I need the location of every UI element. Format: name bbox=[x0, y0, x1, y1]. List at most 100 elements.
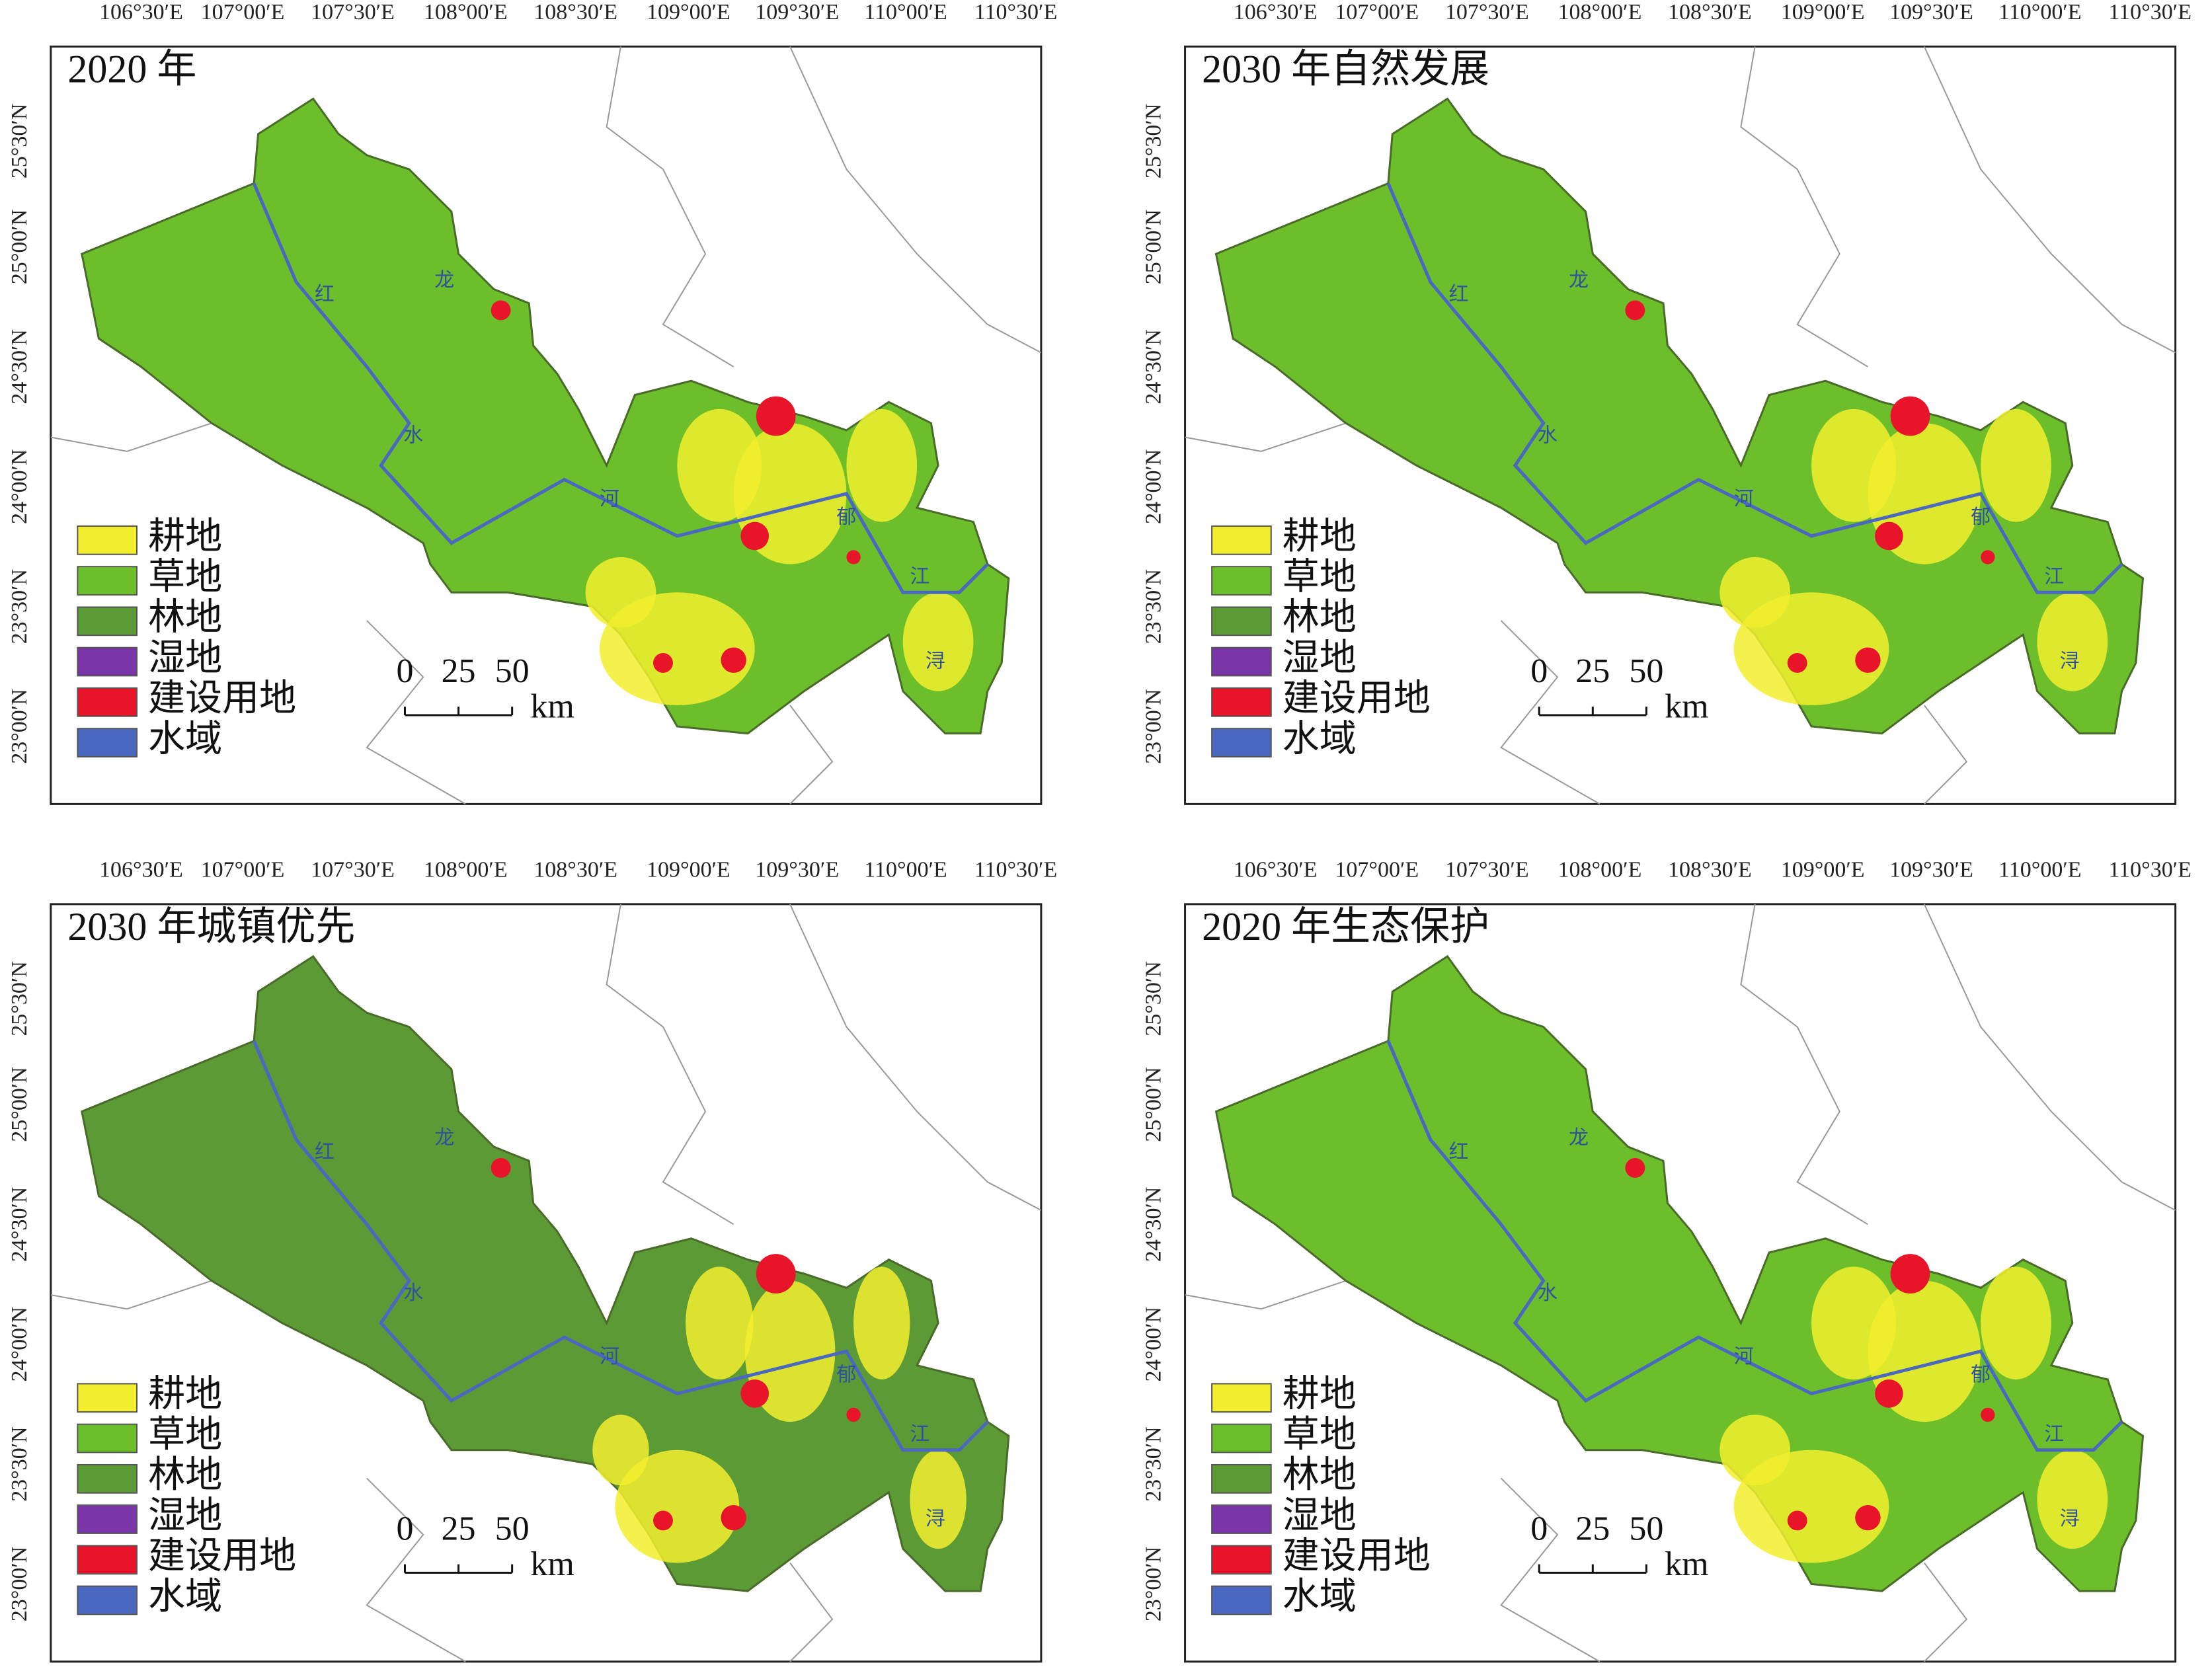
scale-unit: km bbox=[530, 687, 574, 725]
river-label: 水 bbox=[403, 1282, 423, 1304]
built-up-patch bbox=[756, 396, 796, 436]
x-axis-label: 107°30′E bbox=[311, 0, 395, 24]
x-axis-label: 110°30′E bbox=[974, 0, 1058, 24]
built-up-patch bbox=[740, 1379, 770, 1408]
x-axis-label: 110°30′E bbox=[2108, 858, 2192, 882]
river-label: 浔 bbox=[2060, 650, 2080, 672]
river-label: 江 bbox=[910, 1423, 929, 1445]
admin-boundary bbox=[1923, 1562, 1968, 1662]
river-label: 江 bbox=[2044, 1423, 2064, 1445]
admin-boundary bbox=[1740, 904, 1868, 1225]
river-label: 红 bbox=[1449, 1142, 1469, 1163]
built-up-patch bbox=[1625, 300, 1645, 321]
admin-boundary bbox=[789, 46, 1042, 354]
admin-boundary bbox=[1923, 46, 2176, 354]
legend-label: 草地 bbox=[148, 1415, 222, 1455]
legend-swatch bbox=[1211, 1423, 1272, 1454]
y-axis-label: 23°00′N bbox=[1142, 689, 1166, 764]
legend-swatch bbox=[77, 1383, 138, 1413]
built-up-patch bbox=[491, 300, 511, 321]
legend-label: 林地 bbox=[148, 1455, 222, 1496]
admin-boundary bbox=[50, 422, 212, 452]
scale-tick-label: 50 bbox=[495, 652, 530, 690]
panel-title: 2030 年城镇优先 bbox=[67, 905, 355, 949]
y-axis-label: 25°00′N bbox=[1142, 1067, 1166, 1142]
x-axis-label: 106°30′E bbox=[1234, 0, 1318, 24]
legend-swatch bbox=[1211, 687, 1272, 717]
legend-swatch bbox=[77, 687, 138, 717]
river-label: 龙 bbox=[1569, 270, 1589, 291]
legend-swatch bbox=[77, 566, 138, 596]
legend-swatch bbox=[1211, 1545, 1272, 1575]
river-label: 河 bbox=[600, 1346, 619, 1368]
admin-boundary bbox=[789, 904, 1042, 1211]
x-axis-label: 106°30′E bbox=[99, 858, 183, 882]
legend-label: 草地 bbox=[148, 557, 222, 598]
cropland-patch bbox=[1811, 1266, 1897, 1380]
x-axis-label: 109°30′E bbox=[755, 858, 839, 882]
river-label: 河 bbox=[600, 488, 619, 510]
x-axis-label: 108°00′E bbox=[424, 858, 508, 882]
cropland-patch bbox=[2037, 592, 2108, 691]
legend-label: 草地 bbox=[1283, 557, 1357, 598]
panel-title: 2030 年自然发展 bbox=[1202, 48, 1489, 91]
built-up-patch bbox=[653, 653, 673, 673]
river-label: 水 bbox=[1538, 424, 1558, 446]
built-up-patch bbox=[491, 1158, 511, 1178]
built-up-patch bbox=[1787, 1510, 1807, 1531]
built-up-patch bbox=[721, 1504, 746, 1531]
x-axis-label: 108°30′E bbox=[1668, 858, 1752, 882]
legend-swatch bbox=[77, 646, 138, 677]
river bbox=[252, 182, 989, 594]
river-label: 浔 bbox=[926, 650, 945, 672]
legend-swatch bbox=[1211, 1504, 1272, 1534]
admin-boundary bbox=[1923, 705, 1968, 805]
scale-tick-label: 25 bbox=[1575, 1510, 1610, 1547]
river-label: 水 bbox=[403, 424, 423, 446]
y-axis-label: 24°00′N bbox=[1142, 1307, 1166, 1382]
legend-swatch bbox=[77, 606, 138, 637]
built-up-patch bbox=[1981, 1407, 1995, 1422]
river bbox=[1386, 1040, 2123, 1452]
built-up-patch bbox=[1981, 550, 1995, 564]
scale-tick-label: 0 bbox=[396, 652, 413, 690]
x-axis-label: 108°00′E bbox=[1558, 0, 1642, 24]
admin-boundary bbox=[366, 620, 466, 805]
admin-boundary bbox=[1185, 422, 1347, 452]
built-up-patch bbox=[721, 647, 746, 673]
y-axis-label: 25°30′N bbox=[7, 104, 32, 179]
admin-boundary bbox=[1185, 1280, 1347, 1310]
cropland-patch bbox=[592, 1415, 649, 1486]
river-label: 江 bbox=[2044, 566, 2064, 588]
x-axis-label: 107°00′E bbox=[1335, 858, 1419, 882]
cropland-patch bbox=[677, 408, 762, 522]
y-axis-label: 25°30′N bbox=[1142, 104, 1166, 179]
x-axis-label: 109°00′E bbox=[1781, 858, 1865, 882]
x-axis-label: 109°30′E bbox=[1889, 858, 1973, 882]
river-label: 郁 bbox=[836, 1364, 856, 1386]
legend-label: 水域 bbox=[148, 718, 222, 759]
legend-label: 湿地 bbox=[1283, 638, 1357, 679]
cropland-patch bbox=[1719, 1415, 1791, 1486]
river-label: 浔 bbox=[926, 1508, 945, 1530]
y-axis-label: 25°00′N bbox=[7, 1067, 32, 1142]
admin-boundary bbox=[50, 1280, 212, 1310]
legend-swatch bbox=[1211, 728, 1272, 757]
river bbox=[252, 1040, 989, 1452]
legend-swatch bbox=[1211, 1585, 1272, 1615]
admin-boundary bbox=[606, 904, 734, 1225]
admin-boundary bbox=[606, 46, 734, 368]
river-label: 郁 bbox=[836, 506, 856, 528]
legend-label: 林地 bbox=[1283, 598, 1357, 639]
built-up-patch bbox=[1890, 396, 1930, 436]
scale-tick-label: 50 bbox=[1629, 652, 1663, 690]
x-axis-label: 109°00′E bbox=[647, 858, 731, 882]
y-axis-label: 24°00′N bbox=[1142, 449, 1166, 524]
x-axis-label: 108°30′E bbox=[533, 0, 617, 24]
admin-boundary bbox=[366, 1477, 466, 1662]
y-axis-label: 24°30′N bbox=[7, 329, 32, 405]
built-up-patch bbox=[1787, 653, 1807, 673]
x-axis-label: 109°30′E bbox=[755, 0, 839, 24]
cropland-patch bbox=[585, 557, 656, 628]
